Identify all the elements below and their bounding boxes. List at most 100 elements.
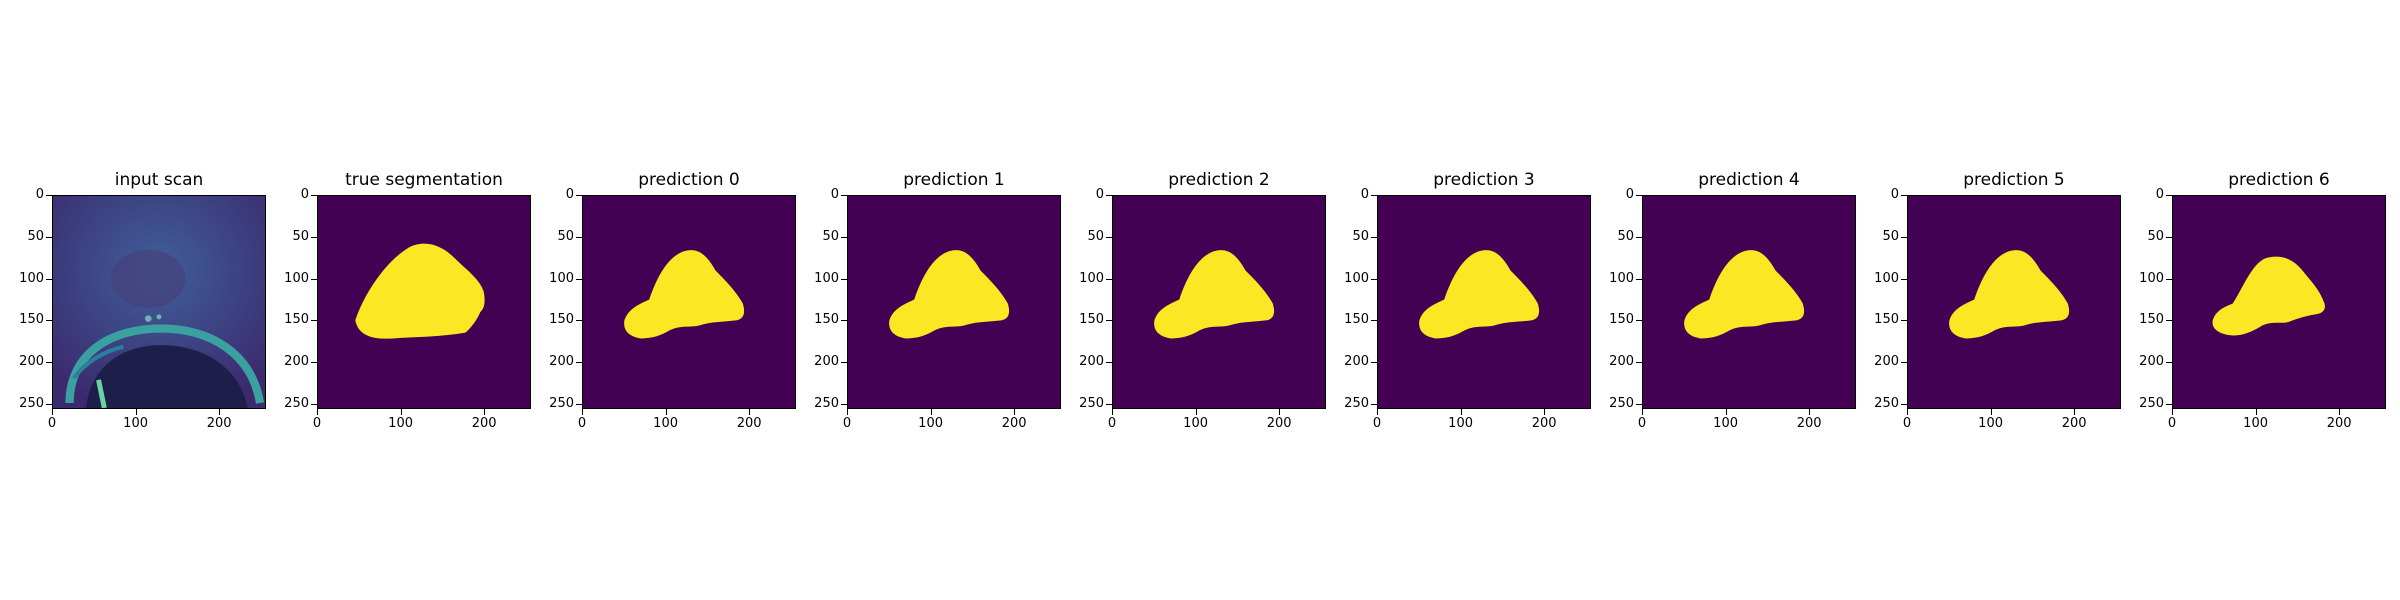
- y-tick-label: 0: [1890, 187, 1899, 202]
- y-tick-label: 250: [1344, 395, 1369, 411]
- x-tick-label: 0: [577, 416, 587, 431]
- y-tick-label: 150: [1079, 312, 1104, 328]
- x-tick-label: 100: [1978, 416, 2003, 431]
- y-tick-label: 100: [284, 270, 309, 286]
- y-tick-label: 250: [814, 395, 839, 411]
- mask-region: [1154, 250, 1275, 339]
- y-tick: [1636, 236, 1642, 238]
- x-tick: [1544, 409, 1546, 415]
- y-tick: [841, 278, 847, 280]
- image-canvas: [848, 196, 1060, 408]
- subplot-title: prediction 4: [1698, 170, 1800, 190]
- y-tick-label: 100: [1079, 270, 1104, 286]
- y-tick-label: 200: [814, 354, 839, 370]
- y-tick-label: 150: [814, 312, 839, 328]
- y-tick: [1636, 195, 1642, 196]
- x-tick: [1460, 409, 1462, 415]
- y-tick: [311, 320, 317, 322]
- segmentation-mask-image: [1112, 195, 1326, 409]
- segmentation-mask-image: [317, 195, 531, 409]
- subplot-title: prediction 5: [1963, 170, 2065, 190]
- y-tick: [1636, 362, 1642, 364]
- image-canvas: [1378, 196, 1590, 408]
- scan-spot: [156, 314, 162, 320]
- y-tick: [841, 403, 847, 405]
- mask-region: [1684, 250, 1805, 339]
- x-tick-label: 0: [312, 416, 322, 431]
- y-tick-label: 150: [1609, 312, 1634, 328]
- y-tick-label: 200: [2139, 354, 2164, 370]
- x-tick-label: 100: [1183, 416, 1208, 431]
- x-tick: [2172, 409, 2173, 415]
- x-tick-label: 0: [1637, 416, 1647, 431]
- y-tick: [46, 278, 52, 280]
- segmentation-mask-image: [2172, 195, 2386, 409]
- y-tick: [1106, 320, 1112, 322]
- y-tick-label: 50: [557, 228, 574, 244]
- mask-region: [889, 250, 1010, 339]
- subplot-title: input scan: [114, 170, 204, 190]
- y-tick-label: 150: [284, 312, 309, 328]
- y-tick: [841, 362, 847, 364]
- y-tick: [1371, 236, 1377, 238]
- x-tick-label: 0: [1372, 416, 1382, 431]
- y-tick-label: 150: [1874, 312, 1899, 328]
- y-tick-label: 100: [19, 270, 44, 286]
- x-tick: [847, 409, 848, 415]
- x-tick: [484, 409, 486, 415]
- x-tick-label: 200: [1531, 416, 1557, 431]
- y-tick: [841, 195, 847, 196]
- x-tick: [1990, 409, 1992, 415]
- segmentation-mask-image: [1907, 195, 2121, 409]
- x-tick: [2339, 409, 2341, 415]
- y-tick-label: 250: [19, 395, 44, 411]
- subplot-title: prediction 2: [1168, 170, 1270, 190]
- image-canvas: [583, 196, 795, 408]
- y-tick: [576, 195, 582, 196]
- y-tick-label: 0: [2155, 187, 2164, 202]
- scan-arc: [65, 324, 265, 404]
- image-canvas: [1908, 196, 2120, 408]
- y-tick: [1106, 195, 1112, 196]
- y-tick: [841, 236, 847, 238]
- y-tick: [576, 236, 582, 238]
- segmentation-mask-image: [1377, 195, 1591, 409]
- y-tick: [1901, 362, 1907, 364]
- x-tick: [930, 409, 932, 415]
- y-tick: [841, 320, 847, 322]
- y-tick-label: 100: [1609, 270, 1634, 286]
- subplot-title: true segmentation: [345, 170, 503, 190]
- y-tick: [1106, 403, 1112, 405]
- y-tick-label: 150: [1344, 312, 1369, 328]
- x-tick: [317, 409, 318, 415]
- y-tick: [1901, 236, 1907, 238]
- y-tick: [1106, 362, 1112, 364]
- x-tick-label: 100: [388, 416, 413, 431]
- x-tick: [219, 409, 221, 415]
- y-tick: [1371, 362, 1377, 364]
- y-tick-label: 150: [19, 312, 44, 328]
- x-tick-label: 200: [471, 416, 497, 431]
- y-tick: [1371, 195, 1377, 196]
- y-tick: [576, 403, 582, 405]
- x-tick: [2255, 409, 2257, 415]
- x-tick-label: 200: [2326, 416, 2352, 431]
- x-tick: [2074, 409, 2076, 415]
- y-tick: [46, 320, 52, 322]
- y-tick-label: 200: [549, 354, 574, 370]
- y-tick-label: 50: [27, 228, 44, 244]
- scan-arc: [72, 344, 124, 380]
- y-tick: [576, 278, 582, 280]
- y-tick-label: 0: [565, 187, 574, 202]
- x-tick-label: 200: [1796, 416, 1822, 431]
- y-tick-label: 250: [1079, 395, 1104, 411]
- y-tick: [1636, 403, 1642, 405]
- image-canvas: [1113, 196, 1325, 408]
- y-tick-label: 0: [830, 187, 839, 202]
- image-canvas: [2173, 196, 2385, 408]
- y-tick: [2166, 236, 2172, 238]
- scan-organ: [110, 249, 186, 308]
- subplot-title: prediction 1: [903, 170, 1005, 190]
- x-tick: [1195, 409, 1197, 415]
- y-tick: [2166, 362, 2172, 364]
